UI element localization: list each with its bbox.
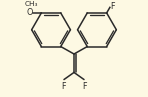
Text: F: F: [82, 82, 87, 91]
Text: O: O: [26, 8, 33, 17]
Text: F: F: [111, 2, 115, 11]
Text: F: F: [61, 82, 66, 91]
Text: CH₃: CH₃: [25, 1, 38, 7]
